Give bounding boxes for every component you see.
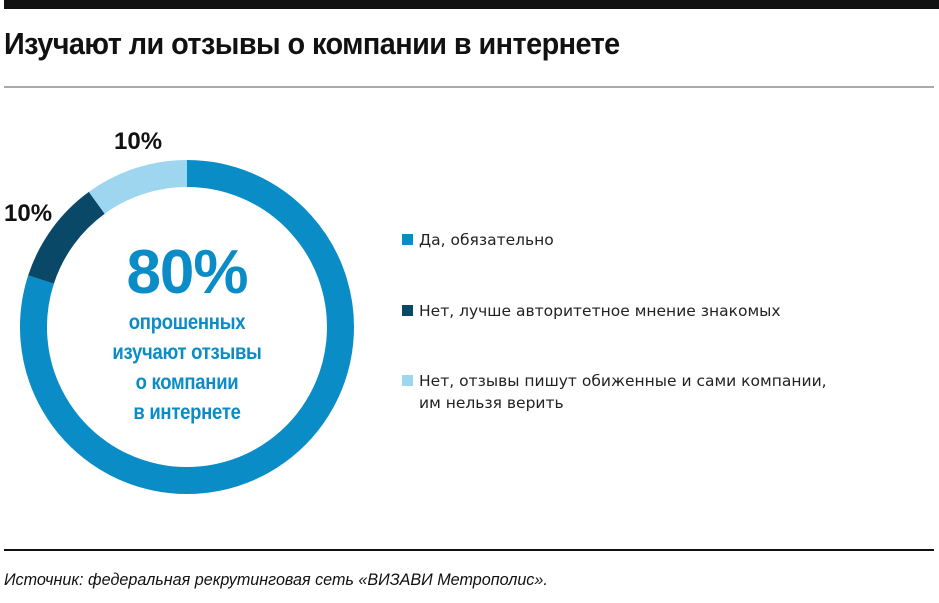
slice-label-dark: 10% [4,200,53,227]
legend-item-yes: Да, обязательно [402,229,554,251]
slice-label-light: 10% [114,128,163,155]
chart-title: Изучают ли отзывы о компании в интернете [4,26,620,61]
legend-item-no-friends: Нет, лучше авторитетное мнение знакомых [402,300,781,322]
legend-label: Нет, лучше авторитетное мнение знакомых [419,302,781,320]
center-line-2: изучают отзывы [112,341,262,364]
legend-swatch-icon [402,375,413,386]
center-annotation: 80% опрошенных изучают отзывы о компании… [87,238,287,428]
legend-label-line-1: Нет, отзывы пишут обиженные и сами компа… [419,372,827,390]
footer-divider [4,549,934,551]
legend-swatch-icon [402,305,413,316]
donut-chart [20,160,354,494]
top-bar [4,0,939,9]
legend-label: Да, обязательно [419,231,554,249]
slice-no-distrust [88,160,188,214]
title-divider [4,86,934,88]
legend-label-line-2: им нельзя верить [419,394,564,412]
center-line-1: опрошенных [128,311,246,334]
center-line-4: в интернете [133,401,241,424]
legend-item-no-distrust: Нет, отзывы пишут обиженные и сами компа… [402,370,827,414]
center-line-3: о компании [135,371,239,394]
slice-no-friends [28,191,105,285]
source-note: Источник: федеральная рекрутинговая сеть… [4,570,548,589]
center-value: 80% [126,238,248,307]
legend-swatch-icon [402,234,413,245]
legend-label: Нет, отзывы пишут обиженные и сами компа… [419,370,827,414]
slice-yes [20,160,354,494]
